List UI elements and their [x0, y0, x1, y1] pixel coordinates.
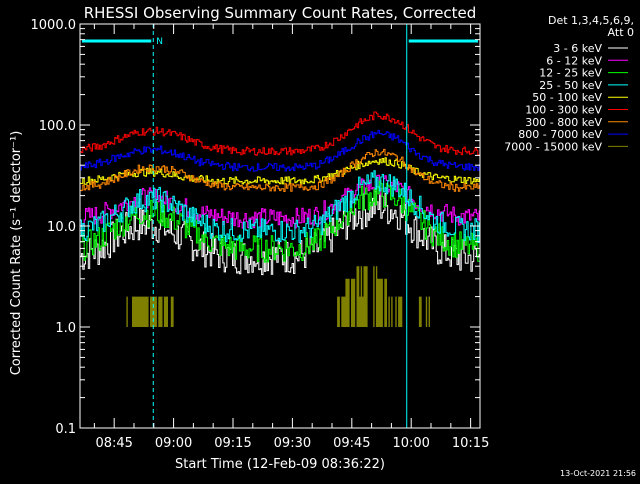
series-3: [80, 170, 480, 243]
y-tick-label: 0.1: [55, 422, 76, 437]
x-tick-label: 10:00: [392, 436, 429, 451]
legend-label: 300 - 800 keV: [525, 116, 602, 129]
x-axis: 08:45 09:00 09:15 09:30 09:45 10:00 10:15: [93, 24, 489, 451]
legend-label: 100 - 300 keV: [525, 104, 602, 117]
series-2: [80, 180, 480, 263]
legend-header: Att 0: [608, 26, 634, 39]
legend-label: 6 - 12 keV: [546, 54, 602, 67]
footer-timestamp: 13-Oct-2021 21:56: [560, 469, 636, 478]
series-line: [80, 190, 480, 276]
legend-label: 3 - 6 keV: [553, 42, 602, 55]
series-7: [80, 129, 480, 172]
series-line: [80, 129, 480, 172]
y-tick-label: 10.0: [47, 220, 76, 235]
x-tick-label: 09:15: [214, 436, 251, 451]
series-5: [80, 111, 480, 156]
series-line: [80, 148, 480, 192]
x-tick-label: 08:45: [95, 436, 132, 451]
legend-label: 50 - 100 keV: [532, 91, 602, 104]
y-axis: 1000.0 100.0 10.0 1.0 0.1: [31, 18, 480, 437]
x-tick-label: 09:45: [333, 436, 370, 451]
series-8: [126, 266, 430, 327]
x-tick-label: 10:15: [452, 436, 489, 451]
series-line: [126, 266, 430, 327]
series-line: [80, 180, 480, 263]
x-axis-label: Start Time (12-Feb-09 08:36:22): [175, 457, 385, 472]
legend-label: 800 - 7000 keV: [518, 128, 602, 141]
legend-label: 25 - 50 keV: [539, 79, 602, 92]
x-tick-label: 09:00: [155, 436, 192, 451]
legend-header: Det 1,3,4,5,6,9,: [548, 14, 634, 27]
series-line: [80, 111, 480, 156]
series-6: [80, 148, 480, 192]
plot-area: N 1000.0 100.0 10.0 1.0 0.1 08:45 09:00 09:15 09:…: [31, 18, 490, 451]
series-line: [80, 170, 480, 243]
y-axis-label: Corrected Count Rate (s⁻¹ detector⁻¹): [9, 131, 24, 376]
night-label: N: [156, 37, 163, 47]
chart-title: RHESSI Observing Summary Count Rates, Co…: [84, 4, 477, 22]
y-tick-label: 1000.0: [31, 18, 77, 33]
series-0: [80, 190, 480, 276]
y-tick-label: 100.0: [39, 119, 76, 134]
legend-label: 7000 - 15000 keV: [504, 140, 602, 153]
legend-label: 12 - 25 keV: [539, 67, 602, 80]
x-tick-label: 09:30: [274, 436, 311, 451]
y-tick-label: 1.0: [55, 321, 76, 336]
